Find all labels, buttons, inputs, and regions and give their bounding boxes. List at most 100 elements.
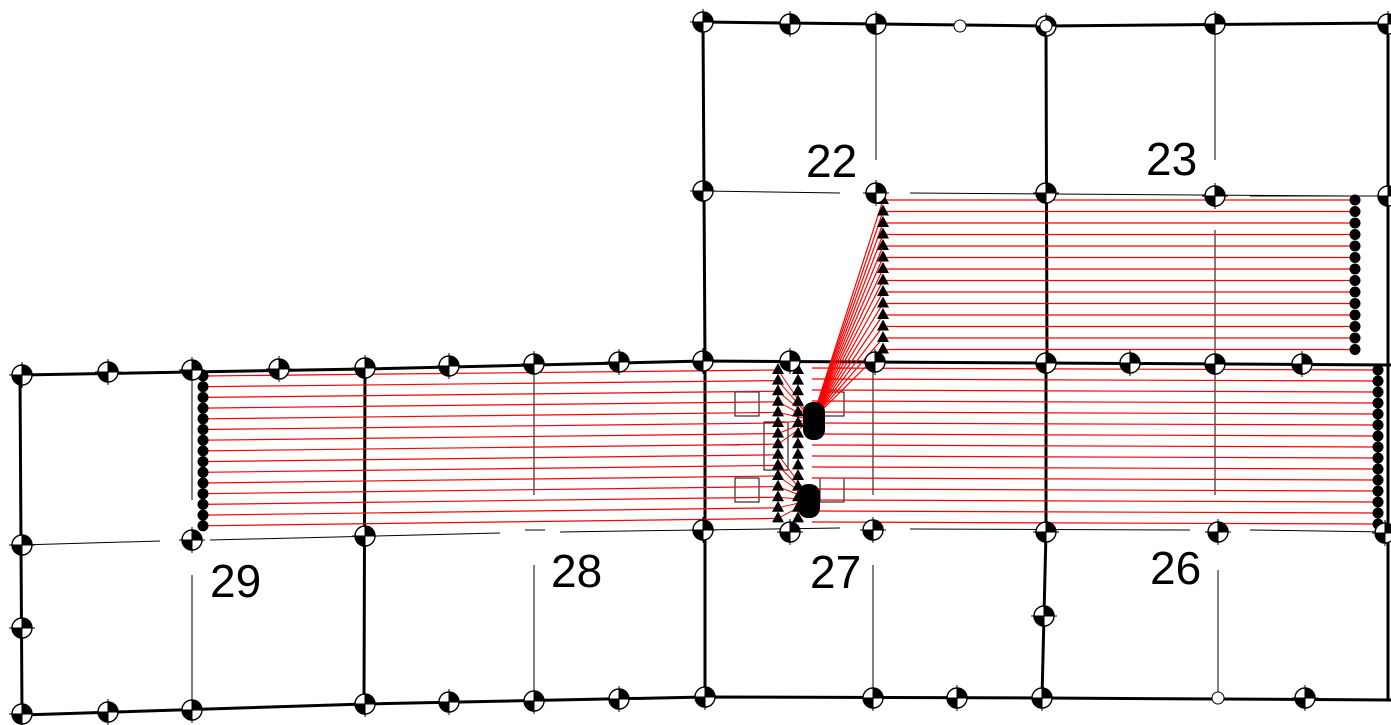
cable-feed-line [811, 291, 884, 421]
survey-benchmark-icon [1202, 11, 1228, 37]
cable-feed-line [811, 268, 884, 421]
cable-line [202, 496, 779, 505]
filled-dot-icon [197, 402, 209, 414]
survey-benchmark-icon [692, 684, 718, 710]
triangle-anchor-icon [792, 373, 804, 385]
cable-line [811, 444, 1379, 448]
cable-line [811, 510, 1379, 514]
filled-dot-icon [1349, 206, 1361, 217]
survey-benchmark-icon [266, 356, 292, 382]
survey-benchmark-icon [436, 353, 462, 379]
cable-line [811, 455, 1379, 459]
filled-dot-icon [1372, 386, 1384, 398]
triangle-anchor-icon [792, 384, 804, 396]
filled-dot-icon [197, 391, 209, 403]
cable-line [202, 486, 779, 495]
triangle-anchor-icon [877, 216, 889, 227]
parcel-label-27: 27 [810, 546, 861, 598]
survey-benchmark-icon [521, 351, 547, 377]
cable-feed-line [811, 280, 884, 421]
open-marker-icon [953, 19, 967, 33]
survey-benchmark-icon [1029, 685, 1055, 711]
triangle-anchor-icon [792, 405, 804, 417]
triangle-anchor-icon [877, 296, 889, 308]
survey-benchmark-icon [690, 9, 716, 35]
filled-dot-icon [1372, 452, 1384, 464]
cable-line [811, 488, 1379, 492]
filled-dot-icon [197, 520, 209, 532]
triangle-anchor-icon [792, 458, 804, 470]
survey-benchmark-icon [690, 178, 716, 204]
survey-benchmark-icon [863, 180, 889, 206]
survey-benchmark-icon [1033, 350, 1059, 376]
open-marker-icon [1211, 691, 1225, 705]
triangle-anchor-icon [772, 447, 784, 459]
triangle-anchor-icon [877, 285, 889, 296]
triangle-anchor-icon [772, 363, 784, 374]
cable-line [811, 400, 1379, 404]
survey-benchmark-icon [352, 355, 378, 381]
parcel-label-22: 22 [806, 135, 857, 187]
filled-dot-icon [1372, 507, 1384, 519]
triangle-anchor-icon [772, 373, 784, 385]
triangle-anchor-icon [772, 511, 784, 523]
parcel-labels: 22 23 29 28 27 26 [210, 133, 1201, 607]
triangle-anchor-icon [877, 342, 889, 354]
filled-dot-icon [1372, 419, 1384, 431]
cable-line [202, 433, 779, 441]
survey-benchmark-icon [1202, 351, 1228, 377]
cable-line [202, 443, 779, 452]
cable-line [202, 475, 779, 484]
connector-node-upper [803, 402, 825, 440]
survey-benchmark-icon [95, 699, 121, 725]
cable-lines [202, 199, 1379, 527]
filled-dot-icon [1349, 275, 1361, 286]
triangle-anchor-icon [792, 447, 804, 459]
cable-line [202, 390, 779, 398]
filled-dot-icon [197, 424, 209, 435]
parcel-label-26: 26 [1150, 542, 1201, 594]
filled-dot-icon [1349, 286, 1361, 298]
triangle-anchor-icon [877, 250, 889, 262]
filled-dot-icon [1349, 217, 1361, 229]
survey-benchmark-icon [436, 689, 462, 715]
survey-benchmark-icon [1205, 519, 1231, 545]
filled-dot-icon [197, 456, 209, 468]
triangle-anchor-icon [792, 394, 804, 406]
survey-benchmark-icon [860, 685, 886, 711]
filled-dot-icon [1372, 408, 1384, 420]
cable-feed-line [811, 326, 884, 421]
triangle-anchor-icon [877, 331, 889, 342]
cable-line [811, 367, 1379, 371]
survey-benchmark-icon [690, 517, 716, 543]
filled-dot-icon [1372, 474, 1384, 486]
survey-benchmark-icon [1375, 183, 1391, 209]
survey-benchmark-icon [944, 685, 970, 711]
cable-line [202, 422, 779, 431]
survey-benchmark-icon [860, 517, 886, 543]
survey-benchmark-icon [1372, 520, 1391, 546]
triangle-anchor-icon [877, 319, 889, 331]
triangle-anchor-icon [772, 426, 784, 438]
survey-benchmark-icon [9, 532, 35, 558]
cable-line [202, 411, 779, 420]
filled-dot-icon [1372, 496, 1384, 508]
cable-line [811, 433, 1379, 437]
open-marker-icon [1039, 19, 1053, 33]
filled-dot-icon [1349, 309, 1361, 321]
filled-dot-icon [1349, 344, 1361, 355]
filled-dot-icon [1372, 441, 1384, 453]
survey-benchmark-icon [9, 615, 35, 641]
terminal-dots [197, 194, 1384, 532]
cable-line [202, 464, 779, 473]
survey-benchmark-icon [863, 11, 889, 37]
filled-dot-icon [197, 381, 209, 393]
triangle-anchor-icon [877, 239, 889, 250]
survey-benchmark-icon [777, 348, 803, 374]
connector-nodes [798, 402, 825, 518]
survey-benchmark-icon [179, 697, 205, 723]
cable-line [202, 380, 779, 388]
triangle-anchor-icon [877, 273, 889, 285]
survey-benchmark-icon [9, 362, 35, 388]
